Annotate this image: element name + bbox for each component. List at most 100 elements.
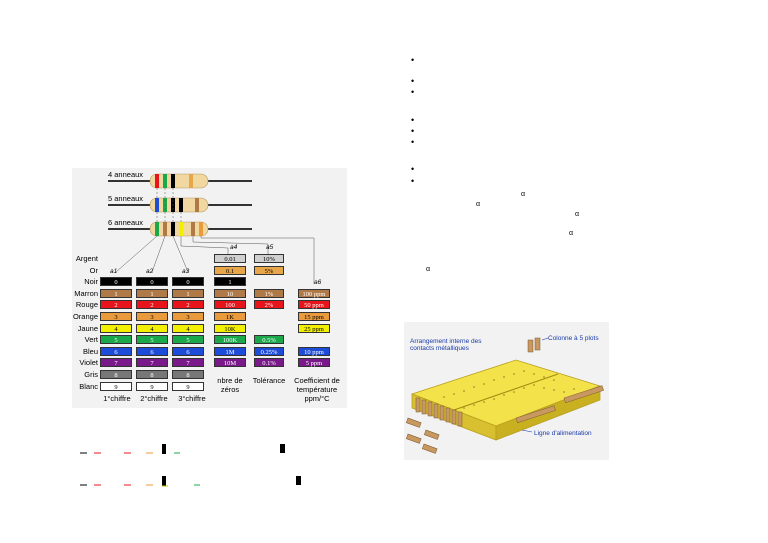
- alpha-symbol: α: [569, 230, 574, 237]
- digit-cell: 1: [100, 288, 132, 298]
- annotation-a3: a3: [182, 268, 190, 275]
- digit-cell: 9: [136, 381, 168, 391]
- row-label: Violet: [79, 358, 98, 368]
- tolerance-cell: 0.25%: [254, 346, 284, 356]
- row-label: Or: [89, 265, 98, 275]
- digit-cell: 2: [136, 300, 168, 310]
- annotation-a4: a4: [230, 244, 238, 251]
- digit-cell: 4: [100, 323, 132, 333]
- tolerance-cell: 0.1%: [254, 358, 284, 368]
- footer-tempco: Coefficient de température ppm/°C: [294, 376, 340, 403]
- bullet-point: •: [411, 126, 415, 136]
- multiplier-cell: 100: [214, 300, 246, 310]
- annotation-a6: a6: [314, 279, 322, 286]
- digit-cell: 7: [100, 358, 132, 368]
- tolerance-cell: 0.5%: [254, 335, 284, 345]
- row-label: Noir: [84, 277, 98, 287]
- tempco-cell: 10 ppm: [298, 346, 330, 356]
- tempco-cell: 100 ppm: [298, 288, 330, 298]
- multiplier-cell: 0.1: [214, 265, 246, 275]
- label-power-line: Ligne d'alimentation: [534, 430, 592, 437]
- resistor-color-code-figure: 4 anneaux 5 anneaux 6 anneaux a1 a2 a3 a…: [72, 168, 347, 408]
- tolerance-cell: 10%: [254, 254, 284, 263]
- row-label: Rouge: [75, 300, 98, 310]
- bullet-point: •: [411, 137, 415, 147]
- footer-zeros: nbre de zéros: [217, 376, 243, 394]
- digit-cell: 5: [172, 335, 204, 345]
- digit-cell: 8: [172, 370, 204, 379]
- tolerance-cell: 1%: [254, 288, 284, 298]
- digit-cell: 7: [136, 358, 168, 368]
- digit-cell: 3: [100, 312, 132, 321]
- digit-cell: 3: [172, 312, 204, 321]
- digit-cell: 6: [136, 346, 168, 356]
- digit-cell: 3: [136, 312, 168, 321]
- tolerance-cell: 2%: [254, 300, 284, 310]
- annotation-a2: a2: [146, 268, 154, 275]
- digit-cell: 4: [136, 323, 168, 333]
- resistor-drawings: [108, 173, 315, 284]
- bullet-point: •: [411, 76, 415, 86]
- digit-cell: 7: [172, 358, 204, 368]
- breadboard-figure: Arrangement interne des contacts métalli…: [404, 322, 609, 460]
- bullet-point: •: [411, 176, 415, 186]
- tolerance-cell: 5%: [254, 265, 284, 275]
- footer-digit2: 2°chiffre: [140, 394, 168, 403]
- label-internal-contacts: Arrangement interne des contacts métalli…: [410, 338, 482, 352]
- tempco-cell: 50 ppm: [298, 300, 330, 310]
- decorative-marks: [80, 444, 301, 487]
- digit-cell: 8: [100, 370, 132, 379]
- multiplier-cell: 10M: [214, 358, 246, 368]
- label-5-pin-column: Colonne à 5 plots: [548, 335, 599, 342]
- label-4-rings: 4 anneaux: [108, 170, 144, 179]
- row-label: Gris: [84, 370, 98, 379]
- footer-digit3: 3°chiffre: [178, 394, 206, 403]
- multiplier-cell: 10K: [214, 323, 246, 333]
- footer-tolerance: Tolérance: [252, 376, 286, 385]
- bullet-point: •: [411, 164, 415, 174]
- digit-cell: 1: [136, 288, 168, 298]
- tempco-cell: 25 ppm: [298, 323, 330, 333]
- tempco-cell: 5 ppm: [298, 358, 330, 368]
- annotation-a5: a5: [266, 244, 274, 251]
- digit-cell: 9: [172, 381, 204, 391]
- multiplier-cell: 100K: [214, 335, 246, 345]
- digit-cell: 4: [172, 323, 204, 333]
- annotation-a1: a1: [110, 268, 118, 275]
- digit-cell: 6: [100, 346, 132, 356]
- digit-cell: 6: [172, 346, 204, 356]
- multiplier-cell: 1K: [214, 312, 246, 321]
- digit-cell: 5: [100, 335, 132, 345]
- bullet-point: •: [411, 55, 415, 65]
- digit-cell: 5: [136, 335, 168, 345]
- digit-cell: 0: [136, 277, 168, 287]
- row-label: Bleu: [82, 346, 98, 356]
- bullet-point: •: [411, 115, 415, 125]
- digit-cell: 1: [172, 288, 204, 298]
- row-label: Vert: [84, 335, 98, 345]
- digit-cell: 9: [100, 381, 132, 391]
- label-5-rings: 5 anneaux: [108, 194, 144, 203]
- multiplier-cell: 1M: [214, 346, 246, 356]
- digit-cell: 8: [136, 370, 168, 379]
- row-label: Marron: [74, 288, 98, 298]
- alpha-symbol: α: [476, 201, 481, 208]
- multiplier-cell: 10: [214, 288, 246, 298]
- alpha-symbol: α: [426, 266, 431, 273]
- digit-cell: 2: [100, 300, 132, 310]
- digit-cell: 0: [100, 277, 132, 287]
- tempco-cell: 15 ppm: [298, 312, 330, 321]
- row-label: Argent: [75, 254, 98, 263]
- row-label: Jaune: [77, 323, 98, 333]
- row-label: Blanc: [79, 381, 98, 391]
- alpha-symbol: α: [521, 191, 526, 198]
- label-6-rings: 6 anneaux: [108, 218, 144, 227]
- bullet-point: •: [411, 87, 415, 97]
- digit-cell: 0: [172, 277, 204, 287]
- breadboard-drawing: [405, 337, 604, 454]
- footer-digit1: 1°chiffre: [103, 394, 131, 403]
- multiplier-cell: 0.01: [214, 254, 246, 263]
- alpha-symbol: α: [575, 211, 580, 218]
- multiplier-cell: 1: [214, 277, 246, 287]
- row-label: Orange: [72, 312, 98, 321]
